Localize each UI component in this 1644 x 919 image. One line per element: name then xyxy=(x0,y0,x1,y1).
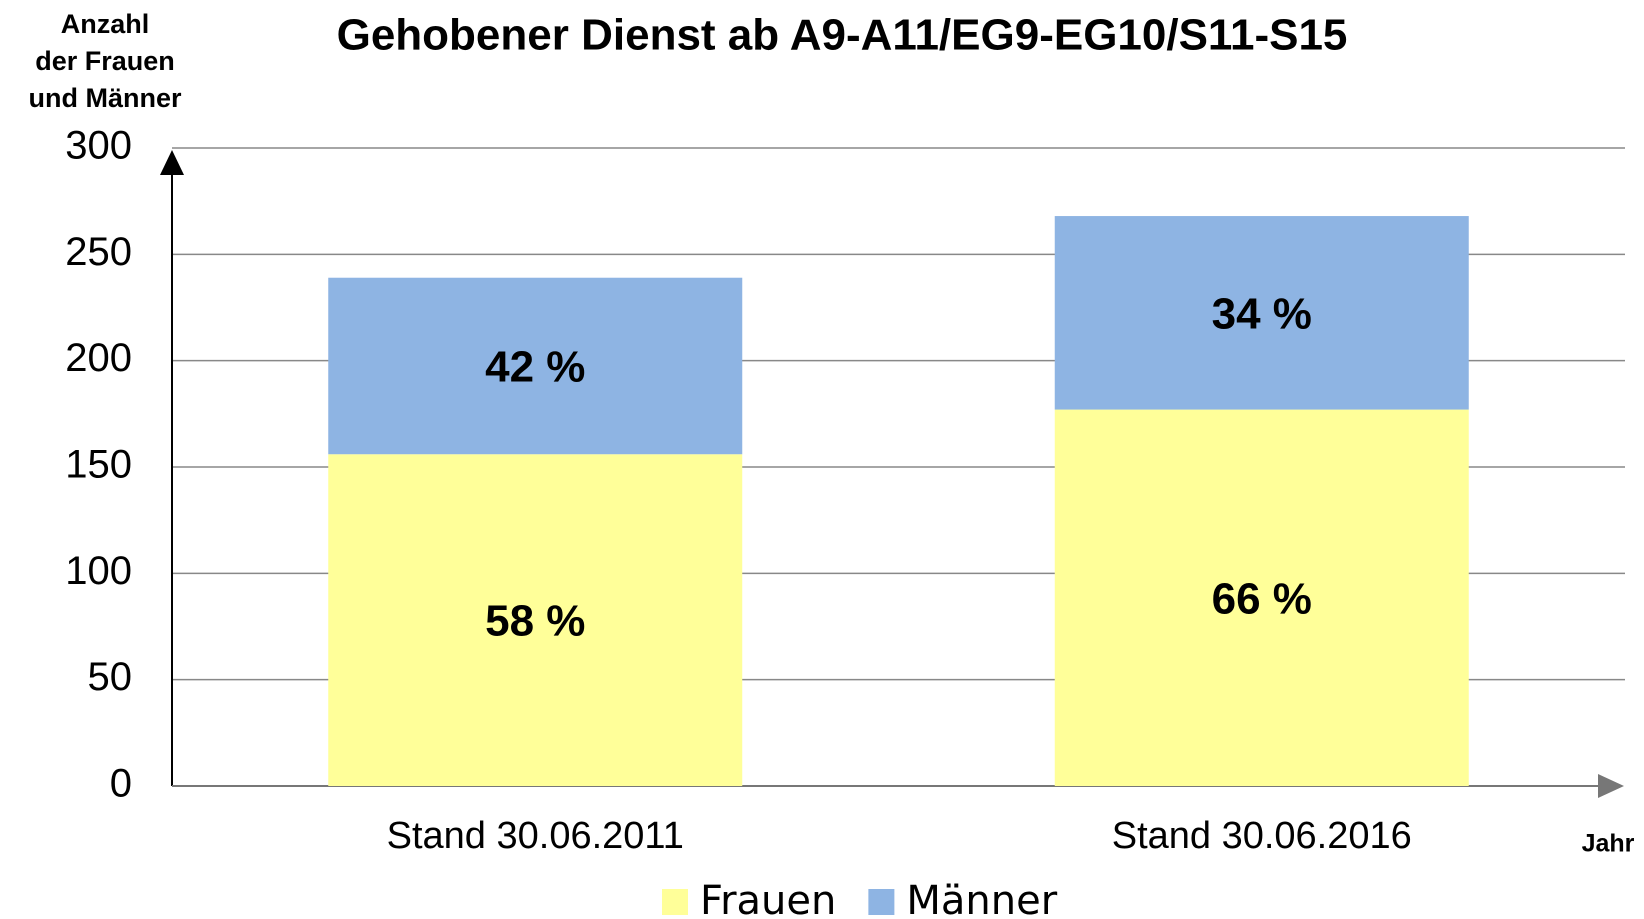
y-tick-label: 250 xyxy=(65,230,132,274)
x-axis-arrow xyxy=(1598,774,1624,798)
legend-label: Männer xyxy=(906,878,1057,919)
y-axis-arrow xyxy=(160,150,184,175)
x-axis-label: Jahr xyxy=(1582,830,1635,858)
y-tick-label: 200 xyxy=(65,336,132,380)
bar-annotation: 66 % xyxy=(1212,574,1312,623)
legend-swatch xyxy=(662,889,688,915)
y-tick-label: 100 xyxy=(65,549,132,593)
y-tick-label: 50 xyxy=(88,655,133,699)
bar-annotation: 58 % xyxy=(485,597,585,646)
y-tick-label: 150 xyxy=(65,443,132,487)
legend-swatch xyxy=(868,889,895,915)
chart-title: Gehobener Dienst ab A9-A11/EG9-EG10/S11-… xyxy=(337,11,1348,60)
bar-annotation: 42 % xyxy=(485,343,585,392)
legend-label: Frauen xyxy=(700,878,836,919)
bar-annotation: 34 % xyxy=(1212,289,1312,338)
bar-segment xyxy=(328,454,743,786)
x-tick-label: Stand 30.06.2011 xyxy=(387,815,684,857)
bar-segment xyxy=(328,277,743,455)
y-tick-label: 0 xyxy=(110,762,132,806)
x-tick-label: Stand 30.06.2016 xyxy=(1112,815,1412,857)
bar-segment xyxy=(1054,409,1469,786)
y-tick-label: 300 xyxy=(65,124,132,168)
y-axis-label: und Männer xyxy=(29,83,182,113)
y-axis-label: Anzahl xyxy=(61,9,150,39)
bar-segment xyxy=(1054,216,1469,410)
y-axis-label: der Frauen xyxy=(35,46,175,76)
